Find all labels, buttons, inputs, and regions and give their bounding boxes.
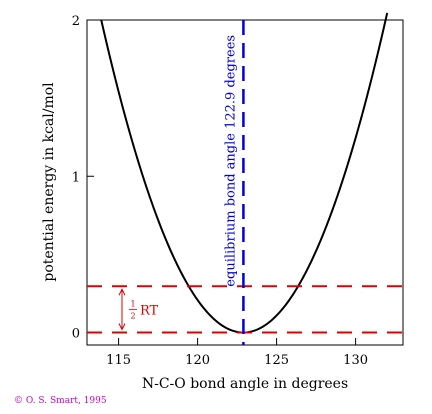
equilibrium-label: equilibrium bond angle 122.9 degrees — [223, 35, 238, 287]
y-tick-label: 2 — [72, 14, 80, 29]
x-tick-label: 120 — [185, 353, 210, 368]
rt-annotation: 1 2 RT — [118, 288, 159, 331]
plot-frame — [86, 19, 404, 346]
x-tick-label: 125 — [264, 353, 289, 368]
x-axis-ticks: 115 120 125 130 — [106, 338, 368, 368]
x-tick-label: 115 — [106, 353, 131, 368]
x-tick-label: 130 — [343, 353, 368, 368]
x-axis-title: N-C-O bond angle in degrees — [142, 376, 348, 392]
rt-fraction-numerator: 1 — [130, 299, 135, 308]
y-tick-label: 1 — [72, 170, 80, 185]
rt-fraction-denominator: 2 — [130, 311, 135, 320]
y-axis-ticks: 0 1 2 — [72, 14, 94, 342]
y-axis-title: potential energy in kcal/mol — [41, 82, 57, 282]
rt-arrowhead-bottom — [118, 323, 126, 331]
copyright-notice: © O. S. Smart, 1995 — [14, 396, 107, 406]
rt-label: RT — [140, 303, 159, 318]
y-tick-label: 0 — [72, 327, 80, 342]
rt-arrowhead-top — [118, 288, 126, 296]
